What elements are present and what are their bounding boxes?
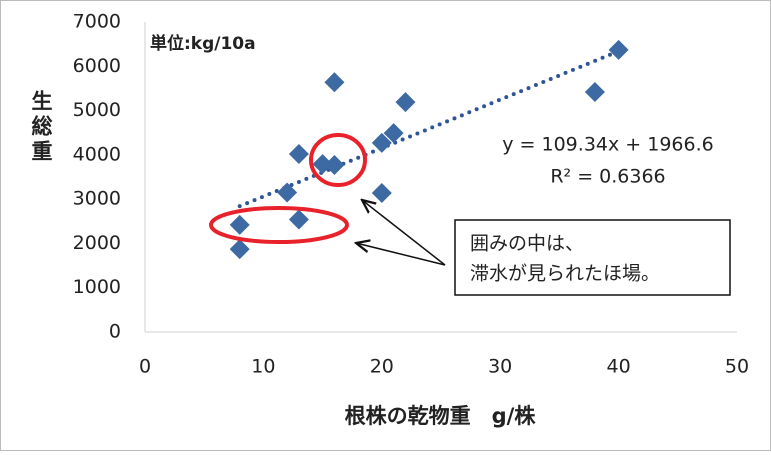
y-tick-label: 7000 [73, 11, 121, 33]
x-tick-label: 40 [607, 356, 631, 378]
data-point [584, 81, 605, 102]
arrow [356, 243, 446, 266]
data-point [324, 155, 345, 176]
data-point [312, 154, 333, 175]
y-tick-label: 4000 [73, 143, 121, 165]
data-point [395, 92, 416, 113]
trend-r2: R² = 0.6366 [550, 166, 665, 188]
y-tick-label: 1000 [73, 276, 121, 298]
data-point [288, 143, 309, 164]
x-axis-title: 根株の乾物重 g/株 [345, 404, 537, 428]
unit-note: 単位:kg/10a [150, 33, 256, 54]
y-tick-label: 3000 [73, 188, 121, 210]
data-point [371, 182, 392, 203]
highlight-ellipse [209, 206, 349, 244]
data-point [229, 239, 250, 260]
data-point [383, 123, 404, 144]
x-tick-label: 10 [251, 356, 275, 378]
y-axis-title: 生総重 [29, 89, 53, 165]
x-tick-label: 20 [370, 356, 394, 378]
y-tick-label: 2000 [73, 232, 121, 254]
arrow [362, 200, 446, 266]
data-point [288, 209, 309, 230]
x-tick-label: 50 [725, 356, 749, 378]
data-point [277, 182, 298, 203]
callout-text: 滞水が見られたほ場。 [470, 263, 660, 285]
x-tick-label: 0 [139, 356, 151, 378]
data-point [229, 214, 250, 235]
highlight-ellipse [309, 133, 367, 187]
y-tick-label: 0 [109, 321, 121, 343]
callout-box [454, 219, 731, 296]
x-tick-label: 30 [488, 356, 512, 378]
trend-equation: y = 109.34x + 1966.6 [502, 134, 713, 156]
y-tick-label: 5000 [73, 99, 121, 121]
y-tick-label: 6000 [73, 55, 121, 77]
callout-text: 囲みの中は、 [470, 233, 584, 255]
data-point [371, 132, 392, 153]
data-point [608, 39, 629, 60]
data-point [324, 72, 345, 93]
